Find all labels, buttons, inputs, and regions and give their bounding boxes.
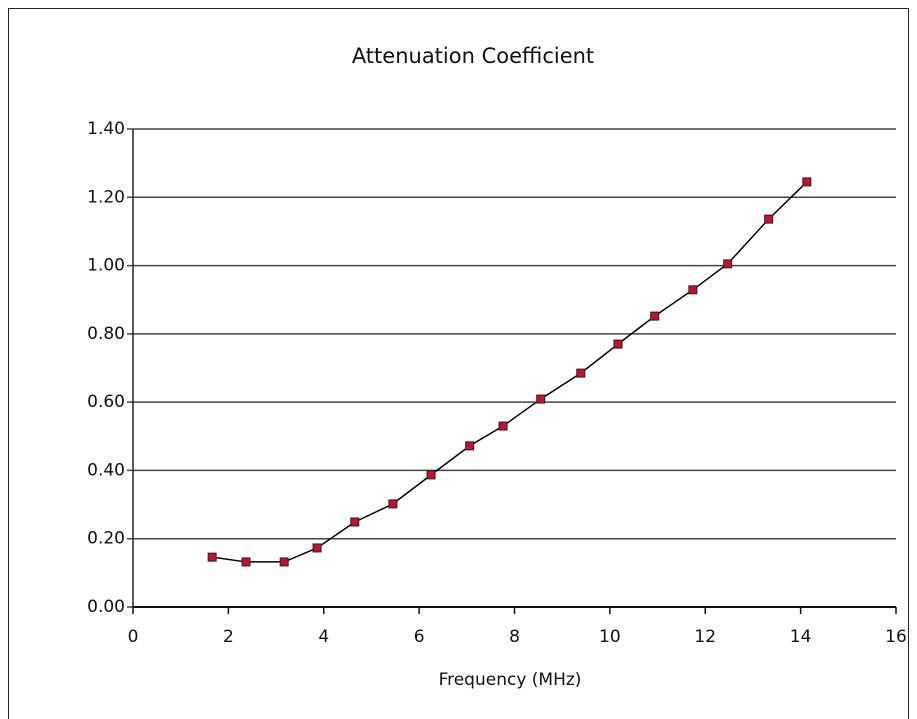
- y-tick-label: 0.60: [87, 392, 125, 412]
- y-tick-label: 1.40: [87, 119, 125, 139]
- data-point: [350, 517, 360, 527]
- data-point: [688, 285, 698, 295]
- data-point: [388, 499, 398, 509]
- data-point: [498, 421, 508, 431]
- data-point: [241, 557, 251, 567]
- data-point: [802, 177, 812, 187]
- data-point: [576, 368, 586, 378]
- x-tick-label: 14: [790, 627, 812, 647]
- data-point: [613, 339, 623, 349]
- data-point: [723, 259, 733, 269]
- x-tick-label: 16: [885, 627, 907, 647]
- x-tick-label: 10: [599, 627, 621, 647]
- x-tick-label: 6: [414, 627, 425, 647]
- y-tick-label: 1.20: [87, 187, 125, 207]
- chart-title: Attenuation Coefficient: [352, 44, 594, 68]
- x-tick-label: 2: [223, 627, 234, 647]
- data-point: [764, 214, 774, 224]
- data-point: [312, 543, 322, 553]
- x-tick-label: 12: [694, 627, 716, 647]
- frame: [8, 8, 909, 719]
- data-point: [650, 311, 660, 321]
- x-tick-label: 8: [509, 627, 520, 647]
- y-tick-label: 0.20: [87, 529, 125, 549]
- y-tick-label: 0.40: [87, 460, 125, 480]
- data-point: [536, 394, 546, 404]
- data-line: [212, 181, 808, 563]
- data-point: [207, 552, 217, 562]
- data-point: [279, 557, 289, 567]
- x-axis-label: Frequency (MHz): [439, 670, 582, 690]
- y-tick-label: 1.00: [87, 256, 125, 276]
- x-tick-label: 0: [128, 627, 139, 647]
- data-point: [426, 470, 436, 480]
- y-tick-label: 0.80: [87, 324, 125, 344]
- y-tick-label: 0.00: [87, 597, 125, 617]
- x-tick-label: 4: [318, 627, 329, 647]
- data-point: [465, 441, 475, 451]
